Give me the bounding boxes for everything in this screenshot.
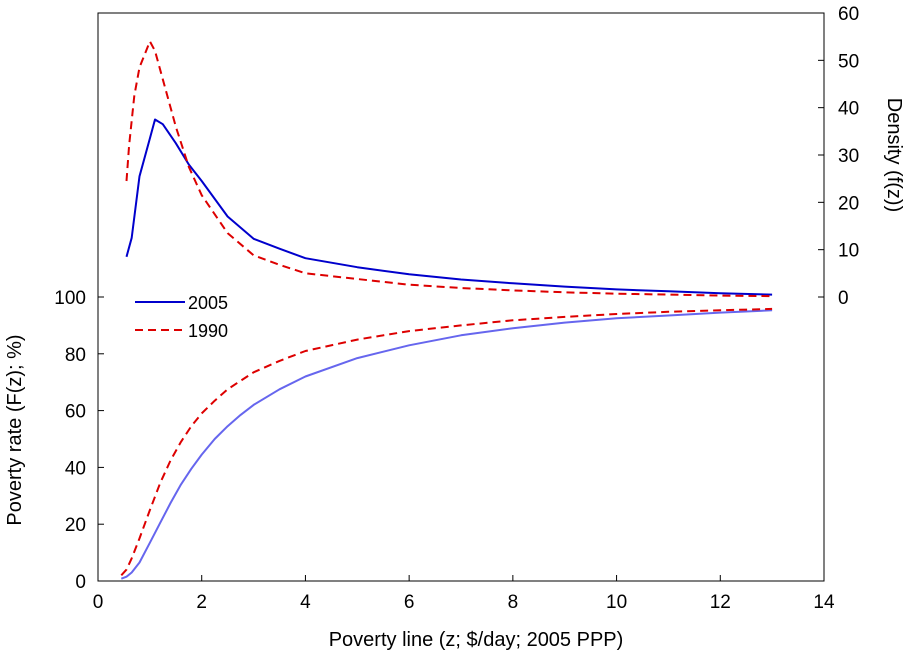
right-tick-label: 30 [838,146,859,167]
left-axis-ticks: 0 20 40 60 80 100 [54,288,104,593]
series-1990-density-line [125,40,773,298]
x-tick-label: 14 [813,592,835,613]
right-tick-label: 50 [838,51,859,72]
x-tick-label: 2 [196,592,207,613]
x-tick-label: 8 [508,592,519,613]
x-tick-label: 12 [710,592,731,613]
series-1990-cdf-line [120,307,773,576]
legend-label-1990: 1990 [188,321,228,341]
series-2005-cdf-line [120,309,773,580]
legend-label-2005: 2005 [188,293,228,313]
x-tick-label: 4 [300,592,311,613]
right-axis-label: Density (f(z)) [883,98,905,212]
right-tick-label: 0 [838,288,849,309]
plot-area [97,12,825,582]
x-tick-label: 10 [606,592,627,613]
left-axis-label: Poverty rate (F(z); %) [4,334,26,525]
right-axis-ticks: 0 10 20 30 40 50 60 [818,4,859,309]
left-tick-label: 40 [65,458,86,479]
legend: 2005 1990 [135,293,228,341]
x-axis-ticks: 0 2 4 6 8 10 12 14 [93,575,835,613]
left-tick-label: 100 [54,288,86,309]
x-tick-label: 6 [404,592,415,613]
left-tick-label: 20 [65,515,86,536]
right-tick-label: 60 [838,4,859,25]
left-tick-label: 0 [75,572,86,593]
right-tick-label: 20 [838,193,859,214]
right-tick-label: 10 [838,241,859,262]
series-layer [120,40,773,580]
x-tick-label: 0 [93,592,104,613]
left-tick-label: 60 [65,402,86,423]
x-axis-label: Poverty line (z; $/day; 2005 PPP) [329,629,624,651]
series-2005-density-line [125,118,773,296]
right-tick-label: 40 [838,99,859,120]
left-tick-label: 80 [65,345,86,366]
